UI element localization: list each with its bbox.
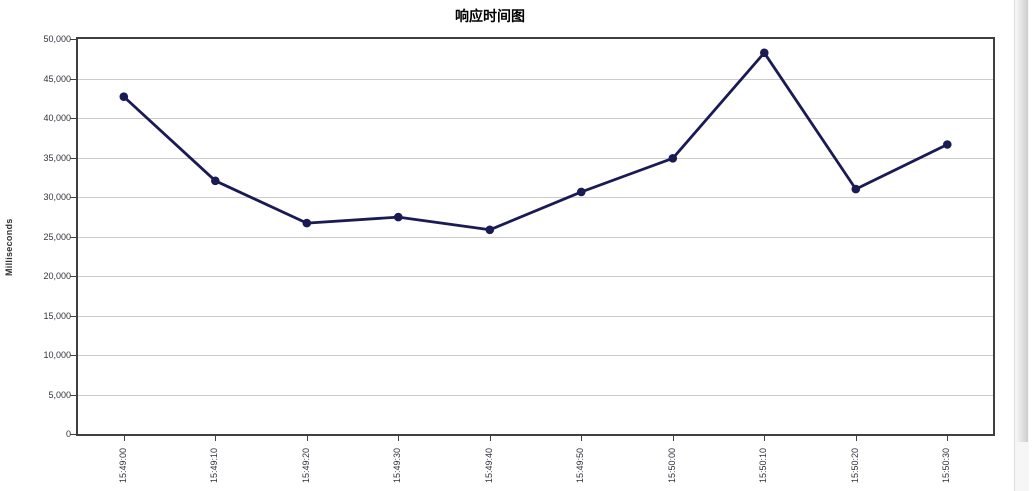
- x-tick-label: 15:50:20: [849, 447, 860, 483]
- y-tick-mark: [70, 315, 76, 317]
- y-tick-label: 45,000: [43, 73, 71, 84]
- gridline: [78, 276, 993, 277]
- scrollbar-thumb[interactable]: [1017, 0, 1028, 442]
- y-tick-mark: [70, 434, 76, 435]
- x-tick-mark: [947, 436, 949, 441]
- y-tick-mark: [70, 157, 76, 159]
- y-tick-label: 50,000: [43, 34, 71, 44]
- plot-area: [76, 37, 995, 436]
- data-point-marker: [394, 212, 403, 222]
- x-tick-label: 15:50:30: [941, 447, 952, 483]
- x-tick-mark: [672, 436, 674, 441]
- gridline: [78, 78, 993, 80]
- x-tick-mark: [489, 436, 491, 441]
- x-tick-label: 15:49:30: [392, 447, 403, 483]
- y-tick-mark: [70, 197, 76, 198]
- x-tick-mark: [123, 436, 125, 441]
- x-tick-label: 15:50:10: [758, 447, 769, 483]
- data-point-marker: [577, 187, 586, 197]
- gridline: [78, 355, 993, 356]
- y-tick-label: 40,000: [43, 113, 71, 123]
- x-tick-mark: [855, 436, 857, 441]
- gridline: [78, 197, 993, 198]
- x-tick-mark: [306, 436, 308, 441]
- x-tick-mark: [581, 436, 583, 441]
- data-point-marker: [943, 140, 952, 149]
- gridline: [78, 157, 993, 159]
- x-tick-label: 15:50:00: [666, 447, 677, 483]
- x-tick-mark: [764, 436, 766, 441]
- data-point-marker: [211, 176, 220, 186]
- x-tick-label: 15:49:20: [300, 447, 311, 483]
- gridline: [78, 394, 993, 396]
- gridline: [78, 118, 993, 119]
- response-time-line-series: [119, 48, 952, 235]
- series-line: [122, 51, 949, 232]
- y-tick-label: 5,000: [48, 389, 71, 400]
- y-tick-label: 10,000: [43, 350, 71, 360]
- x-tick-label: 15:49:00: [117, 447, 128, 483]
- vertical-scrollbar[interactable]: [1014, 0, 1029, 491]
- y-tick-mark: [70, 78, 76, 80]
- data-point-marker: [485, 225, 495, 235]
- y-tick-mark: [70, 39, 76, 40]
- data-point-marker: [760, 48, 769, 58]
- data-point-marker: [668, 154, 678, 163]
- gridline: [78, 315, 993, 317]
- y-tick-label: 30,000: [43, 192, 71, 202]
- chart-title: 响应时间图: [455, 9, 525, 25]
- y-tick-label: 35,000: [43, 152, 71, 163]
- x-tick-label: 15:49:40: [483, 447, 494, 483]
- data-point-marker: [119, 92, 129, 101]
- x-tick-mark: [398, 436, 400, 441]
- y-tick-label: 20,000: [43, 271, 71, 281]
- y-tick-label: 0: [65, 429, 71, 439]
- y-tick-mark: [70, 276, 76, 277]
- data-point-marker: [851, 184, 861, 194]
- y-tick-label: 25,000: [43, 231, 71, 242]
- data-point-marker: [302, 218, 312, 228]
- x-tick-mark: [215, 436, 217, 441]
- y-tick-label: 15,000: [43, 310, 71, 321]
- y-tick-mark: [70, 394, 76, 396]
- y-tick-mark: [70, 118, 76, 119]
- x-tick-label: 15:49:10: [209, 447, 220, 483]
- y-tick-mark: [70, 355, 76, 356]
- y-tick-mark: [70, 236, 76, 238]
- gridlines-layer: [78, 39, 993, 434]
- x-tick-label: 15:49:50: [575, 447, 586, 483]
- gridline: [78, 236, 993, 238]
